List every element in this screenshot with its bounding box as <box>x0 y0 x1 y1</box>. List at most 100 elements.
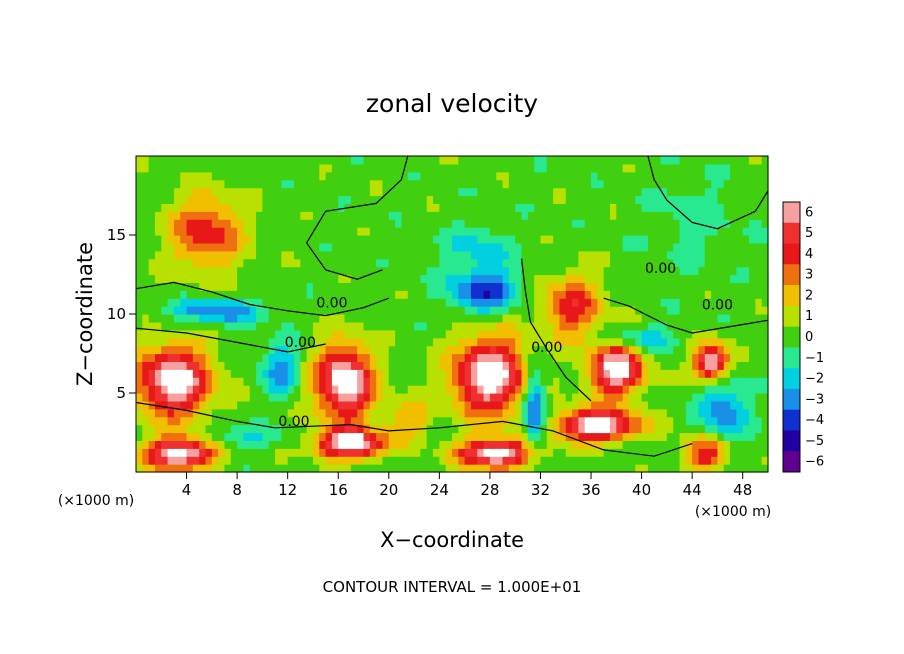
heatmap-cell <box>294 156 301 165</box>
heatmap-cell <box>167 321 175 331</box>
heatmap-cell <box>180 306 188 315</box>
heatmap-cell <box>344 187 352 197</box>
heatmap-cell <box>186 156 194 165</box>
heatmap-cell <box>704 424 712 434</box>
x-tick-label: 28 <box>480 481 499 499</box>
heatmap-cell <box>173 298 181 307</box>
heatmap-cell <box>635 385 643 394</box>
heatmap-cell <box>616 219 624 228</box>
heatmap-cell <box>452 211 459 220</box>
heatmap-cell <box>395 393 403 402</box>
heatmap-cell <box>742 385 750 394</box>
heatmap-cell <box>483 337 491 347</box>
heatmap-cell <box>761 424 769 434</box>
heatmap-cell <box>376 219 384 228</box>
heatmap-cell <box>338 179 346 189</box>
heatmap-cell <box>281 203 289 212</box>
heatmap-cell <box>192 448 200 457</box>
heatmap-cell <box>167 329 175 339</box>
heatmap-cell <box>173 195 181 204</box>
heatmap-cell <box>426 195 434 204</box>
heatmap-cell <box>477 321 485 331</box>
heatmap-cell <box>584 432 592 441</box>
heatmap-cell <box>199 440 207 449</box>
heatmap-cell <box>180 290 188 299</box>
heatmap-cell <box>154 432 162 441</box>
heatmap-cell <box>312 242 320 252</box>
heatmap-cell <box>369 211 377 220</box>
heatmap-cell <box>148 306 156 315</box>
heatmap-cell <box>350 385 358 394</box>
heatmap-cell <box>584 361 592 370</box>
heatmap-cell <box>445 321 453 331</box>
heatmap-cell <box>414 290 421 299</box>
heatmap-cell <box>515 369 523 378</box>
heatmap-cell <box>730 298 737 307</box>
heatmap-cell <box>534 163 542 173</box>
heatmap-cell <box>603 440 611 449</box>
heatmap-cell <box>521 266 529 276</box>
heatmap-cell <box>565 211 573 220</box>
heatmap-cell <box>489 385 497 394</box>
heatmap-cell <box>344 464 352 473</box>
heatmap-cell <box>572 219 579 228</box>
heatmap-cell <box>275 266 282 276</box>
heatmap-cell <box>205 393 213 402</box>
heatmap-cell <box>439 345 447 355</box>
heatmap-cell <box>300 361 308 370</box>
heatmap-cell <box>464 408 472 418</box>
heatmap-cell <box>698 290 706 299</box>
heatmap-cell <box>521 464 529 473</box>
heatmap-cell <box>559 203 567 212</box>
heatmap-cell <box>610 179 617 189</box>
heatmap-cell <box>660 163 668 173</box>
heatmap-cell <box>534 337 542 347</box>
heatmap-cell <box>287 171 295 181</box>
heatmap-cell <box>256 393 263 402</box>
heatmap-cell <box>717 377 725 386</box>
heatmap-cell <box>458 337 466 347</box>
heatmap-cell <box>559 266 567 276</box>
heatmap-cell <box>755 211 763 220</box>
heatmap-cell <box>154 345 162 355</box>
heatmap-cell <box>433 242 440 252</box>
heatmap-cell <box>717 408 725 418</box>
heatmap-cell <box>508 448 516 457</box>
heatmap-cell <box>647 314 655 323</box>
heatmap-cell <box>597 361 605 370</box>
heatmap-cell <box>704 203 712 212</box>
heatmap-cell <box>439 242 447 252</box>
heatmap-cell <box>546 464 554 473</box>
heatmap-cell <box>300 163 308 173</box>
heatmap-cell <box>312 361 320 370</box>
heatmap-cell <box>230 156 238 165</box>
heatmap-cell <box>483 274 491 283</box>
heatmap-cell <box>572 242 579 252</box>
heatmap-cell <box>300 377 308 386</box>
heatmap-cell <box>249 424 257 434</box>
heatmap-cell <box>199 242 207 252</box>
heatmap-cell <box>730 219 737 228</box>
heatmap-cell <box>521 242 529 252</box>
heatmap-cell <box>167 258 175 268</box>
heatmap-cell <box>673 408 681 418</box>
heatmap-cell <box>205 227 213 236</box>
heatmap-cell <box>230 369 238 378</box>
heatmap-cell <box>294 179 301 189</box>
heatmap-cell <box>660 274 668 283</box>
heatmap-cell <box>382 219 390 228</box>
heatmap-cell <box>452 179 459 189</box>
heatmap-cell <box>704 274 712 283</box>
heatmap-cell <box>730 377 737 386</box>
heatmap-cell <box>338 235 346 244</box>
heatmap-cell <box>742 179 750 189</box>
heatmap-cell <box>616 400 624 410</box>
heatmap-cell <box>616 345 624 355</box>
heatmap-cell <box>218 329 226 339</box>
heatmap-cell <box>584 321 592 331</box>
heatmap-cell <box>616 203 624 212</box>
heatmap-cell <box>180 274 188 283</box>
heatmap-cell <box>736 337 744 347</box>
heatmap-cell <box>755 242 763 252</box>
heatmap-cell <box>736 345 744 355</box>
